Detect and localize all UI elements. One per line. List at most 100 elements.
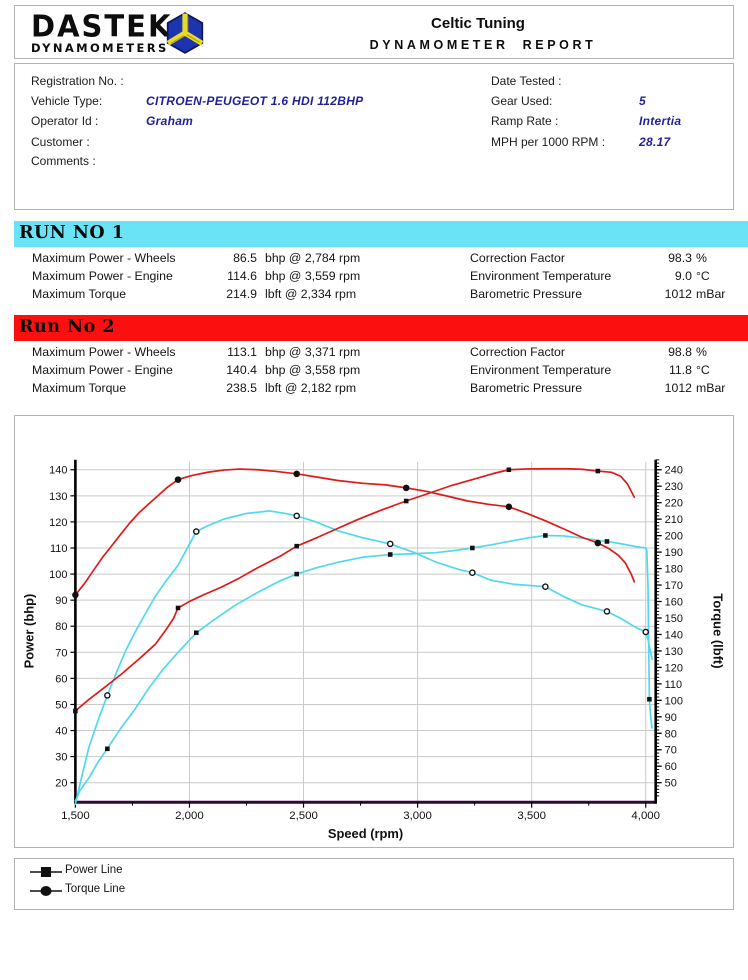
svg-text:60: 60 bbox=[665, 761, 677, 773]
torque-line-marker-icon bbox=[30, 886, 62, 896]
env-label: Environment Temperature bbox=[470, 363, 612, 378]
dyno-chart: 20 30 40 50 60 70 80 90 100 110 120 130 140 50 60 70 80 9… bbox=[14, 415, 734, 848]
company-name: Celtic Tuning bbox=[431, 15, 525, 32]
stat-label: Maximum Power - Engine bbox=[32, 269, 173, 284]
stat-value: 214.9 bbox=[226, 287, 257, 302]
run2-title: Run No 2 bbox=[19, 317, 116, 337]
env-unit: % bbox=[696, 251, 707, 265]
svg-text:150: 150 bbox=[665, 613, 683, 625]
series-run2-power-markers bbox=[73, 467, 601, 714]
series-run1-torque-markers bbox=[104, 512, 650, 699]
chart-axes bbox=[70, 459, 662, 808]
run1-environment: Correction Factor 98.3% Environment Tempe… bbox=[470, 249, 725, 304]
stat-unit: bhp @ 3,371 rpm bbox=[265, 345, 361, 359]
svg-text:240: 240 bbox=[665, 465, 683, 477]
legend-label-torque: Torque Line bbox=[65, 883, 126, 895]
dastek-cube-icon bbox=[166, 12, 204, 54]
svg-text:140: 140 bbox=[665, 629, 683, 641]
run1-title: RUN NO 1 bbox=[19, 223, 125, 243]
stat-value: 238.5 bbox=[226, 381, 257, 396]
series-run2-torque-line bbox=[74, 468, 636, 596]
env-unit: °C bbox=[696, 269, 710, 284]
env-label: Correction Factor bbox=[470, 251, 565, 265]
env-label: Environment Temperature bbox=[470, 269, 612, 284]
ramp-rate-value: Intertia bbox=[639, 114, 682, 128]
series-run2-power-line bbox=[74, 467, 636, 712]
svg-text:100: 100 bbox=[665, 695, 683, 707]
stat-label: Maximum Power - Wheels bbox=[32, 251, 176, 265]
svg-text:220: 220 bbox=[665, 498, 683, 510]
ramp-rate-label: Ramp Rate : bbox=[491, 114, 559, 128]
svg-text:70: 70 bbox=[665, 745, 677, 757]
svg-text:80: 80 bbox=[665, 728, 677, 740]
svg-text:20: 20 bbox=[55, 778, 67, 790]
series-run2-torque-markers bbox=[72, 470, 602, 599]
svg-text:2,500: 2,500 bbox=[289, 810, 318, 822]
env-unit: mBar bbox=[696, 381, 726, 396]
run2-banner: Run No 2 bbox=[14, 315, 748, 341]
svg-text:230: 230 bbox=[665, 481, 683, 493]
gear-used-label: Gear Used: bbox=[491, 94, 553, 108]
report-title: DYNAMOMETER REPORT bbox=[369, 38, 597, 52]
dastek-logo-subtitle: DYNAMOMETERS bbox=[31, 41, 169, 55]
chart-grid bbox=[75, 461, 656, 803]
env-unit: % bbox=[696, 345, 707, 359]
env-value: 1012 bbox=[664, 381, 692, 396]
stat-value: 113.1 bbox=[227, 345, 257, 359]
dastek-logo-title: DASTEK bbox=[31, 8, 173, 44]
svg-text:160: 160 bbox=[665, 596, 683, 608]
stat-value: 114.6 bbox=[227, 269, 257, 284]
svg-text:210: 210 bbox=[665, 514, 683, 526]
svg-text:50: 50 bbox=[55, 699, 67, 711]
comments-label: Comments : bbox=[31, 154, 96, 168]
stat-label: Maximum Torque bbox=[32, 287, 127, 302]
header-box: DASTEK DYNAMOMETERS Celtic Tuning DYNAMO… bbox=[14, 5, 734, 59]
env-label: Barometric Pressure bbox=[470, 287, 583, 302]
speed-axis-title: Speed (rpm) bbox=[328, 826, 403, 841]
registration-label: Registration No. : bbox=[31, 74, 124, 88]
legend-label-power: Power Line bbox=[65, 864, 123, 876]
svg-text:3,000: 3,000 bbox=[403, 810, 432, 822]
svg-text:110: 110 bbox=[665, 679, 682, 691]
vehicle-type-label: Vehicle Type: bbox=[31, 94, 103, 108]
stat-value: 86.5 bbox=[233, 251, 257, 265]
stat-value: 140.4 bbox=[226, 363, 257, 378]
date-tested-label: Date Tested : bbox=[491, 74, 562, 88]
stat-unit: lbft @ 2,334 rpm bbox=[265, 287, 357, 302]
svg-text:200: 200 bbox=[665, 531, 683, 543]
svg-text:1,500: 1,500 bbox=[61, 810, 90, 822]
stat-label: Maximum Torque bbox=[32, 381, 127, 396]
svg-text:70: 70 bbox=[55, 647, 67, 659]
series-run1-power-markers bbox=[105, 533, 652, 752]
svg-text:30: 30 bbox=[55, 752, 67, 764]
env-value: 9.0 bbox=[674, 269, 692, 284]
svg-text:120: 120 bbox=[49, 517, 67, 529]
run2-stats: Maximum Power - Wheels 113.1 bhp @ 3,371 r… bbox=[32, 343, 360, 398]
svg-text:50: 50 bbox=[665, 778, 677, 790]
env-label: Correction Factor bbox=[470, 345, 565, 359]
series-run1-power-line bbox=[74, 534, 653, 802]
env-unit: °C bbox=[696, 363, 710, 378]
series-run1-torque-line bbox=[74, 510, 653, 805]
env-value: 98.8 bbox=[668, 345, 692, 359]
env-value: 1012 bbox=[664, 287, 692, 302]
power-line-marker-icon bbox=[30, 867, 62, 877]
svg-text:100: 100 bbox=[49, 569, 67, 581]
stat-label: Maximum Power - Engine bbox=[32, 363, 173, 378]
stat-label: Maximum Power - Wheels bbox=[32, 345, 176, 359]
operator-id-value: Graham bbox=[146, 114, 194, 128]
env-value: 98.3 bbox=[668, 251, 692, 265]
stat-unit: lbft @ 2,182 rpm bbox=[265, 381, 357, 396]
customer-label: Customer : bbox=[31, 135, 90, 149]
svg-text:3,500: 3,500 bbox=[517, 810, 546, 822]
torque-axis-title: Torque (lbft) bbox=[710, 593, 725, 668]
svg-text:120: 120 bbox=[665, 662, 683, 674]
svg-text:130: 130 bbox=[49, 491, 67, 503]
run1-banner: RUN NO 1 bbox=[14, 221, 748, 247]
stat-unit: bhp @ 3,559 rpm bbox=[265, 269, 361, 284]
gear-used-value: 5 bbox=[639, 94, 646, 108]
stat-unit: bhp @ 3,558 rpm bbox=[265, 363, 361, 378]
svg-text:90: 90 bbox=[55, 595, 67, 607]
env-value: 11.8 bbox=[668, 363, 692, 378]
